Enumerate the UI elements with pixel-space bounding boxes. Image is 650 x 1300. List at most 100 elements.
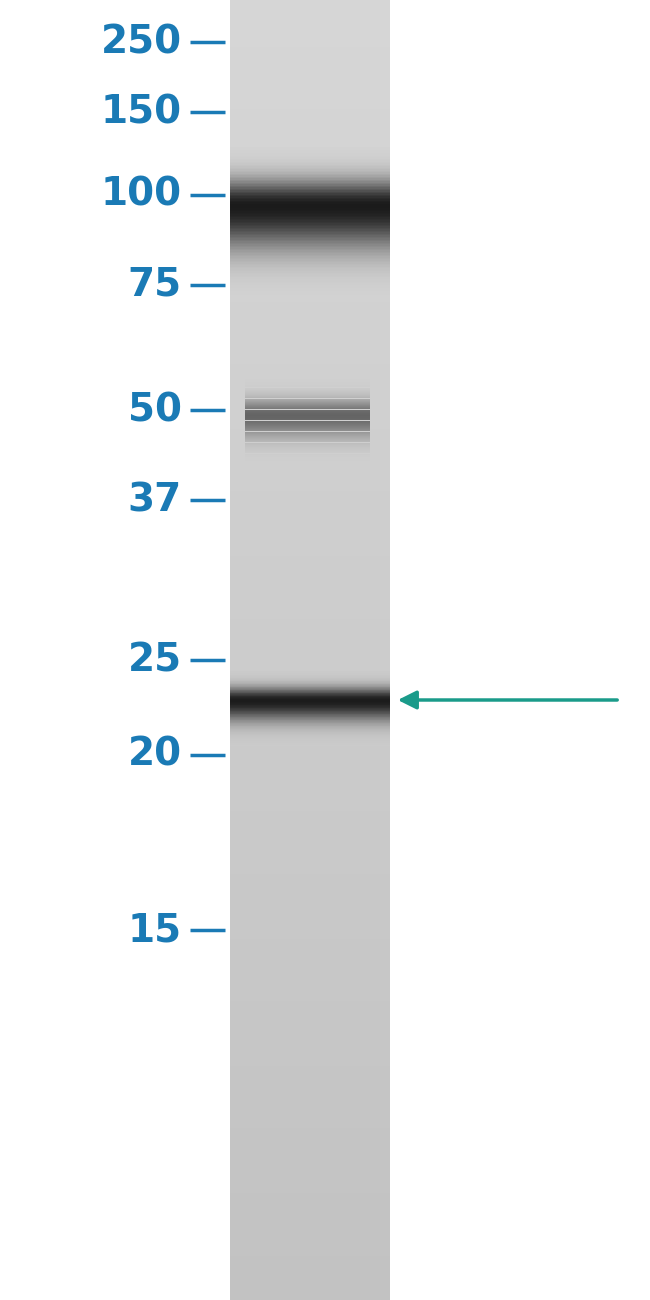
Bar bbox=[230, 224, 390, 226]
Bar bbox=[230, 1043, 390, 1045]
Bar bbox=[230, 265, 390, 266]
Bar bbox=[230, 447, 390, 450]
Bar bbox=[230, 94, 390, 96]
Bar bbox=[230, 225, 390, 226]
Bar bbox=[230, 426, 390, 429]
Bar bbox=[230, 975, 390, 978]
Bar bbox=[230, 827, 390, 829]
Bar bbox=[230, 738, 390, 741]
Bar bbox=[230, 243, 390, 244]
Bar bbox=[230, 1287, 390, 1290]
Bar bbox=[230, 946, 390, 949]
Bar bbox=[230, 1095, 390, 1097]
Bar bbox=[230, 1212, 390, 1214]
Bar bbox=[230, 871, 390, 874]
Bar bbox=[230, 655, 390, 658]
Bar bbox=[230, 259, 390, 260]
Bar bbox=[230, 1084, 390, 1087]
Bar bbox=[230, 291, 390, 294]
Bar bbox=[230, 226, 390, 228]
Bar bbox=[230, 346, 390, 348]
Bar bbox=[230, 575, 390, 577]
Bar bbox=[230, 237, 390, 238]
Bar bbox=[230, 26, 390, 29]
Bar bbox=[230, 468, 390, 471]
Bar bbox=[230, 21, 390, 23]
Bar bbox=[230, 1274, 390, 1277]
Bar bbox=[230, 208, 390, 209]
Bar bbox=[230, 211, 390, 212]
Bar bbox=[230, 254, 390, 255]
Bar bbox=[230, 3, 390, 5]
Text: 20: 20 bbox=[128, 736, 182, 774]
Bar bbox=[230, 793, 390, 796]
Bar bbox=[230, 437, 390, 439]
Bar bbox=[230, 788, 390, 790]
Bar bbox=[230, 1243, 390, 1245]
Bar bbox=[230, 208, 390, 211]
Bar bbox=[230, 257, 390, 259]
Bar bbox=[230, 398, 390, 400]
Bar bbox=[230, 845, 390, 848]
Bar bbox=[230, 351, 390, 354]
Bar bbox=[230, 1069, 390, 1071]
Bar bbox=[230, 257, 390, 260]
Bar bbox=[230, 338, 390, 341]
Bar bbox=[230, 1152, 390, 1154]
Bar bbox=[230, 1001, 390, 1004]
Bar bbox=[230, 187, 390, 188]
Bar bbox=[230, 874, 390, 876]
Bar bbox=[230, 1040, 390, 1043]
Bar bbox=[230, 289, 390, 291]
Bar bbox=[230, 96, 390, 99]
Bar bbox=[230, 868, 390, 871]
Bar bbox=[230, 1225, 390, 1227]
Bar bbox=[230, 614, 390, 616]
Bar bbox=[230, 1170, 390, 1173]
Bar bbox=[230, 780, 390, 783]
Bar bbox=[230, 239, 390, 242]
Bar bbox=[230, 718, 390, 720]
Bar bbox=[230, 1248, 390, 1251]
Bar bbox=[230, 413, 390, 416]
Bar bbox=[230, 322, 390, 325]
Bar bbox=[230, 569, 390, 572]
Bar bbox=[230, 876, 390, 879]
Bar bbox=[230, 520, 390, 523]
Bar bbox=[230, 161, 390, 164]
Bar bbox=[230, 198, 390, 199]
Bar bbox=[230, 551, 390, 554]
Bar bbox=[230, 1110, 390, 1113]
Bar bbox=[230, 577, 390, 580]
Bar bbox=[230, 751, 390, 754]
Bar bbox=[230, 283, 390, 286]
Bar bbox=[230, 199, 390, 200]
Bar bbox=[230, 109, 390, 112]
Bar bbox=[230, 382, 390, 385]
Text: 37: 37 bbox=[128, 481, 182, 519]
Bar bbox=[230, 1004, 390, 1006]
Bar bbox=[230, 283, 390, 285]
Bar bbox=[230, 282, 390, 283]
Text: 25: 25 bbox=[128, 641, 182, 679]
Bar bbox=[230, 1024, 390, 1027]
Bar bbox=[230, 83, 390, 86]
Bar bbox=[230, 1032, 390, 1035]
Bar bbox=[230, 1115, 390, 1118]
Bar bbox=[230, 450, 390, 452]
Bar bbox=[230, 671, 390, 673]
Bar bbox=[230, 884, 390, 887]
Bar bbox=[230, 949, 390, 952]
Bar bbox=[230, 549, 390, 551]
Bar bbox=[230, 944, 390, 946]
Bar bbox=[230, 117, 390, 120]
Bar bbox=[230, 354, 390, 356]
Text: 15: 15 bbox=[128, 911, 182, 949]
Bar bbox=[230, 78, 390, 81]
Bar bbox=[230, 185, 390, 187]
Bar bbox=[230, 952, 390, 954]
Bar bbox=[230, 421, 390, 424]
Bar bbox=[230, 325, 390, 328]
Bar bbox=[230, 42, 390, 44]
Bar bbox=[230, 564, 390, 567]
